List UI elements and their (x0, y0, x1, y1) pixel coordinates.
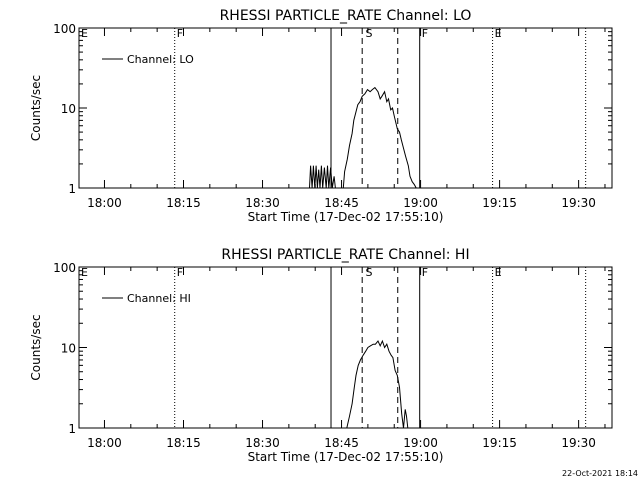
x-tick-label: 19:15 (482, 436, 517, 450)
x-tick-label: 18:45 (324, 196, 359, 210)
event-marker-label: F (177, 27, 183, 40)
event-marker-label: E (81, 266, 88, 279)
event-marker-label: S (366, 27, 373, 40)
legend-label: Channel: LO (127, 53, 194, 66)
y-axis-label: Counts/sec (29, 314, 43, 380)
y-tick-label: 100 (53, 22, 76, 36)
x-axis-label: Start Time (17-Dec-02 17:55:10) (248, 450, 444, 464)
x-tick-label: 18:15 (166, 436, 201, 450)
x-tick-label: 19:30 (561, 196, 596, 210)
series-line-channel-lo (309, 86, 417, 189)
y-tick-label: 10 (61, 102, 76, 116)
x-tick-label: 19:00 (403, 436, 438, 450)
y-axis-label: Counts/sec (29, 75, 43, 141)
series-line-channel-hi (346, 339, 409, 429)
event-marker-label: F (422, 266, 428, 279)
x-axis-label: Start Time (17-Dec-02 17:55:10) (248, 210, 444, 224)
y-tick-label: 1 (68, 422, 76, 436)
x-tick-label: 19:30 (561, 436, 596, 450)
x-tick-label: 18:15 (166, 196, 201, 210)
event-marker-label: F (422, 27, 428, 40)
y-tick-label: 10 (61, 342, 76, 356)
event-marker-label: E (81, 27, 88, 40)
x-tick-label: 18:45 (324, 436, 359, 450)
chart-title: RHESSI PARTICLE_RATE Channel: LO (220, 8, 472, 24)
chart-panel-hi: RHESSI PARTICLE_RATE Channel: HI Counts/s… (29, 247, 613, 464)
chart-title: RHESSI PARTICLE_RATE Channel: HI (221, 247, 469, 263)
event-marker-label: E (495, 266, 502, 279)
x-tick-label: 18:30 (245, 196, 280, 210)
plot-frame (78, 27, 613, 189)
chart-panel-lo: RHESSI PARTICLE_RATE Channel: LO Counts/s… (29, 8, 613, 224)
legend-label: Channel: HI (127, 292, 191, 305)
x-tick-label: 18:00 (87, 196, 122, 210)
x-tick-label: 18:00 (87, 436, 122, 450)
event-marker-label: S (366, 266, 373, 279)
timestamp-footer: 22-Oct-2021 18:14 (562, 469, 638, 478)
y-tick-label: 1 (68, 182, 76, 196)
x-tick-label: 19:15 (482, 196, 517, 210)
x-tick-label: 18:30 (245, 436, 280, 450)
y-tick-label: 100 (53, 261, 76, 275)
event-marker-label: E (495, 27, 502, 40)
event-marker-label: F (177, 266, 183, 279)
x-tick-label: 19:00 (403, 196, 438, 210)
